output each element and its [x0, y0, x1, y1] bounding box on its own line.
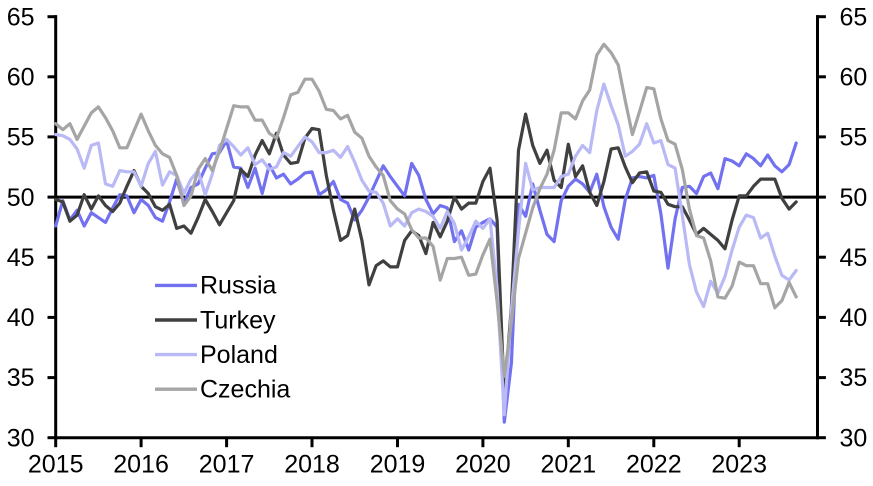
svg-text:Czechia: Czechia — [200, 376, 290, 404]
svg-text:2017: 2017 — [199, 451, 255, 479]
svg-text:Russia: Russia — [200, 272, 277, 300]
svg-text:2023: 2023 — [711, 451, 767, 479]
svg-text:40: 40 — [840, 304, 868, 332]
svg-text:60: 60 — [840, 64, 868, 92]
svg-text:2016: 2016 — [113, 451, 169, 479]
svg-text:65: 65 — [840, 3, 868, 31]
svg-text:2020: 2020 — [455, 451, 511, 479]
svg-text:50: 50 — [7, 184, 35, 212]
svg-text:65: 65 — [7, 3, 35, 31]
svg-text:55: 55 — [840, 124, 868, 152]
svg-text:40: 40 — [7, 304, 35, 332]
svg-text:45: 45 — [7, 244, 35, 272]
svg-text:30: 30 — [7, 424, 35, 452]
svg-text:2015: 2015 — [28, 451, 84, 479]
svg-text:30: 30 — [840, 424, 868, 452]
svg-text:Turkey: Turkey — [200, 306, 276, 334]
svg-text:50: 50 — [840, 184, 868, 212]
svg-text:35: 35 — [840, 364, 868, 392]
svg-text:45: 45 — [840, 244, 868, 272]
svg-text:55: 55 — [7, 124, 35, 152]
svg-text:2021: 2021 — [540, 451, 596, 479]
svg-text:2022: 2022 — [626, 451, 682, 479]
svg-text:60: 60 — [7, 64, 35, 92]
svg-text:2018: 2018 — [284, 451, 340, 479]
svg-text:Poland: Poland — [200, 341, 278, 369]
svg-text:35: 35 — [7, 364, 35, 392]
svg-text:2019: 2019 — [370, 451, 426, 479]
